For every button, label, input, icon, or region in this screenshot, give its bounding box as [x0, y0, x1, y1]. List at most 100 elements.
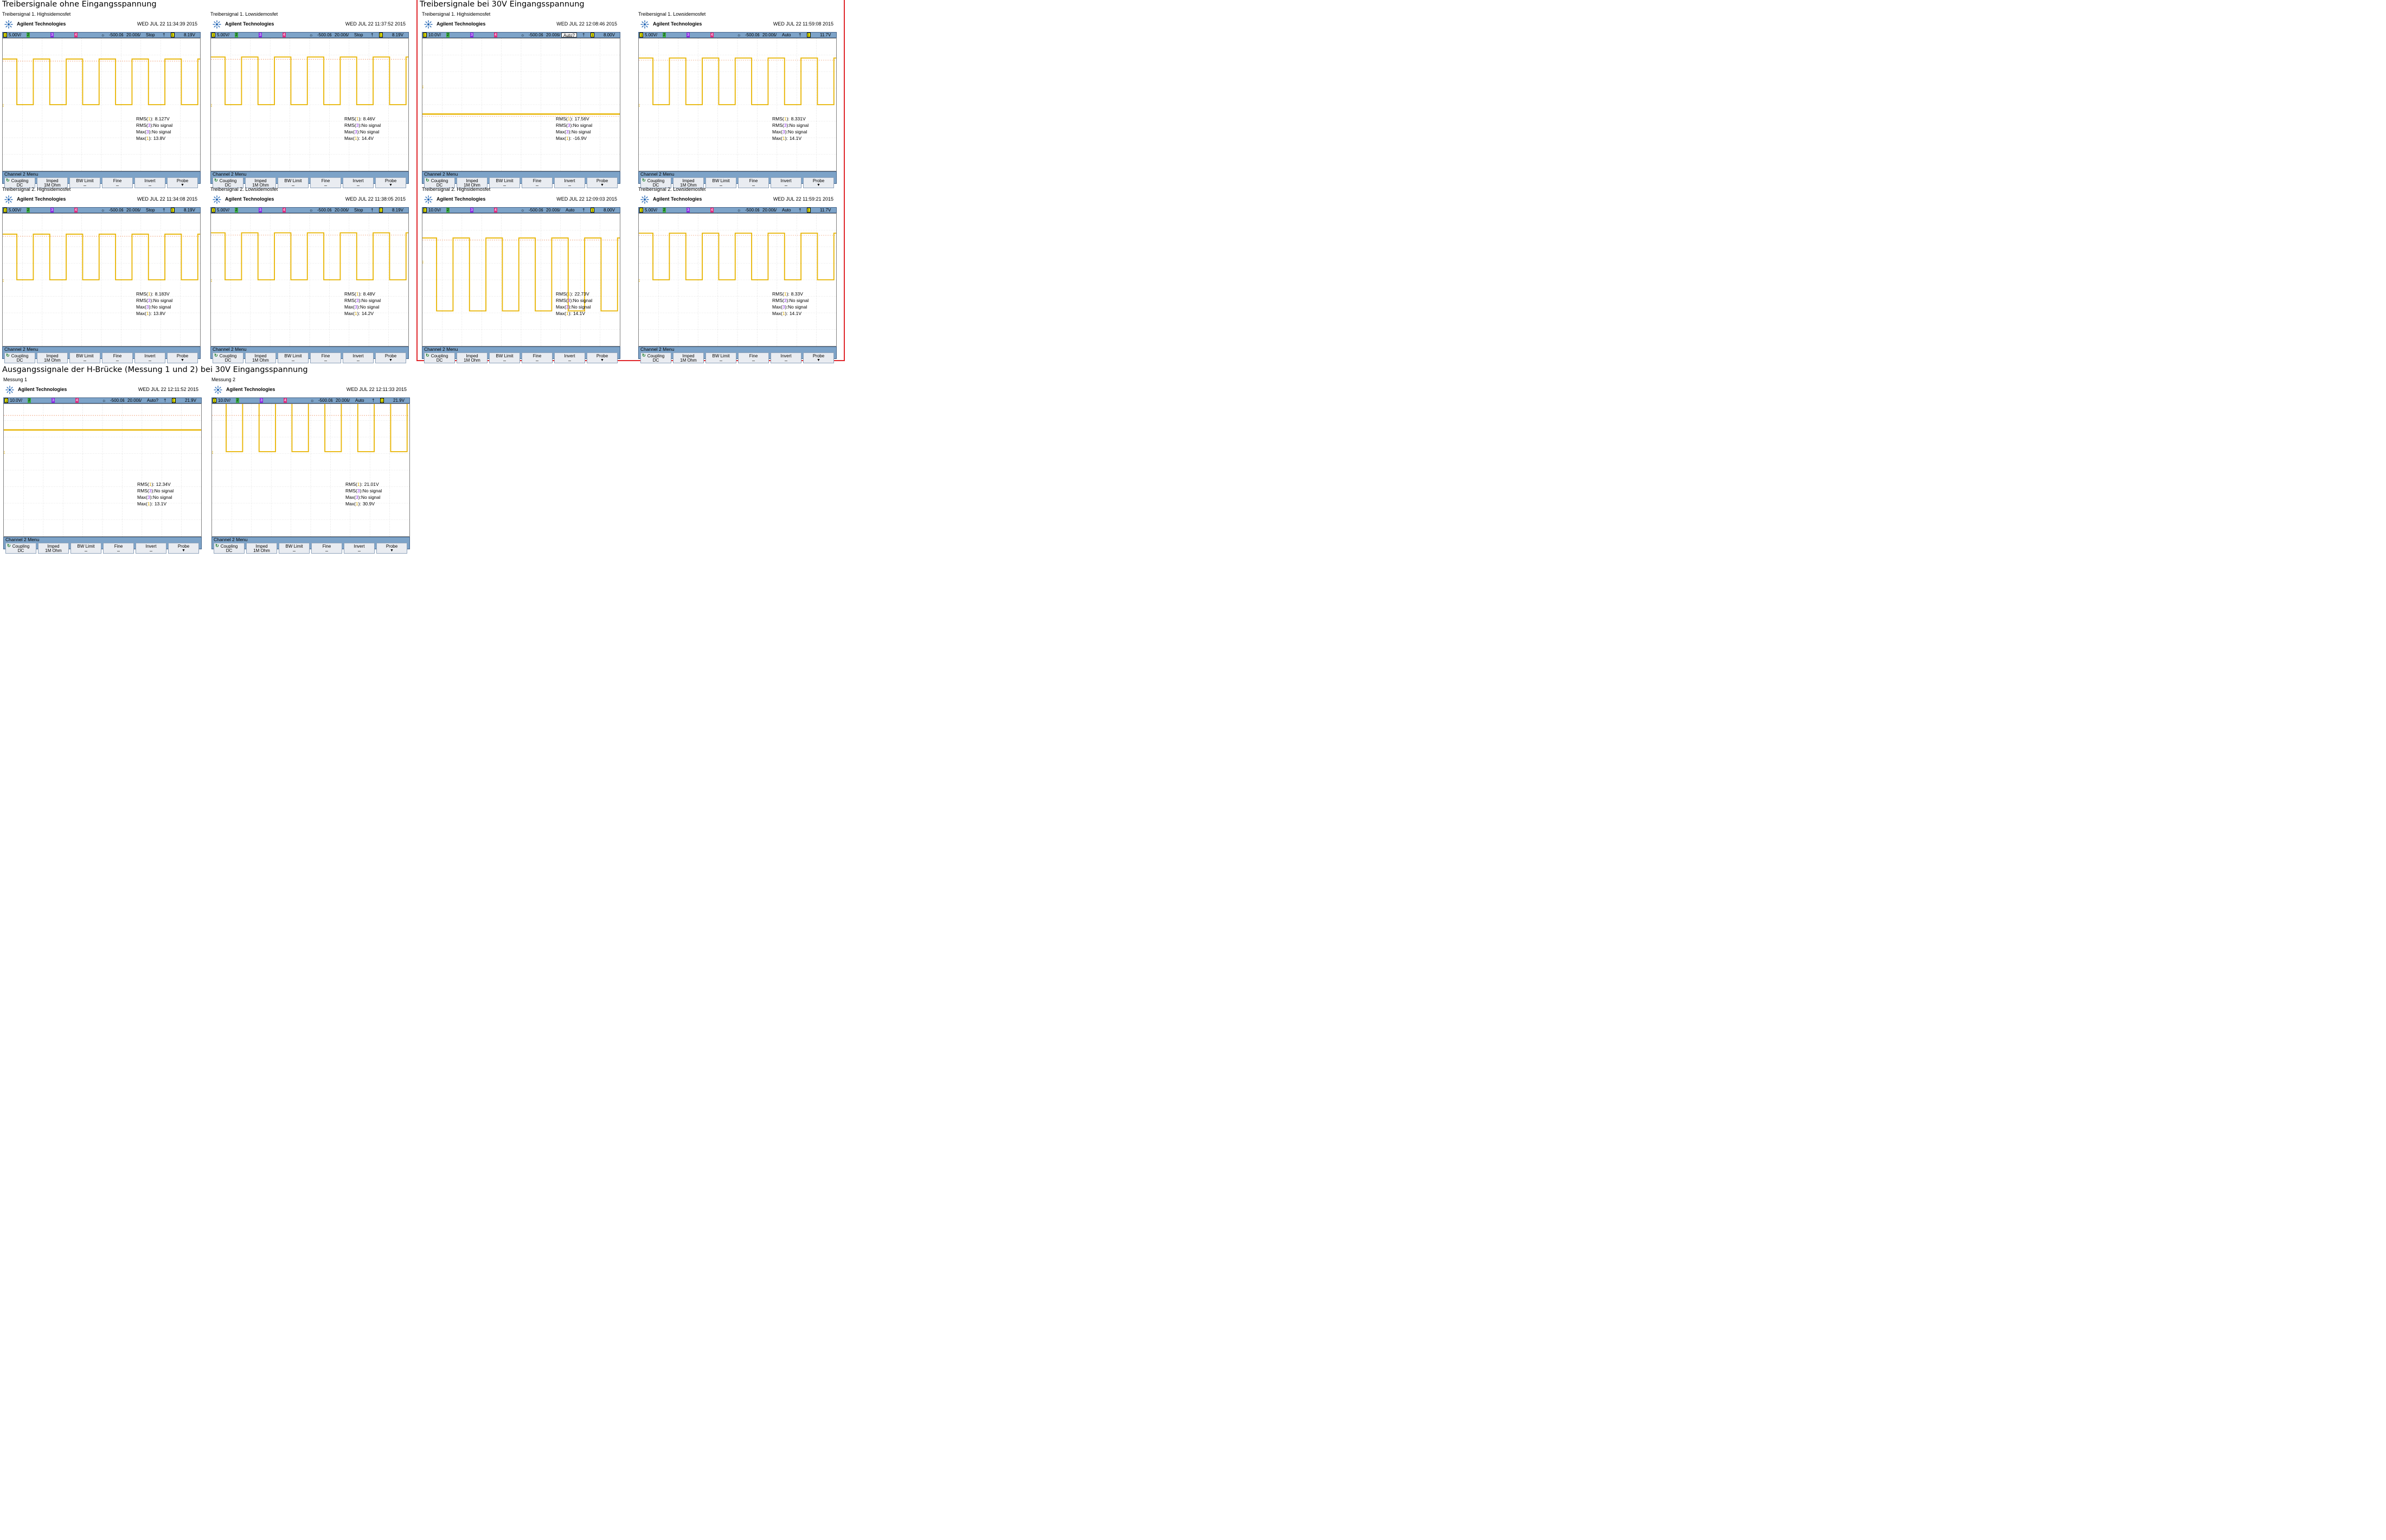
measurement-line: RMS(3):No signal	[772, 122, 809, 129]
impedance-button[interactable]: Imped 1M Ohm	[457, 352, 488, 363]
impedance-button[interactable]: Imped 1M Ohm	[245, 177, 276, 188]
bw-limit-button[interactable]: BW Limit	[278, 177, 309, 188]
trigger-source-indicator: 1	[591, 208, 594, 213]
coupling-button[interactable]: Coupling DC ↻	[213, 352, 243, 363]
meas-channel: 3	[355, 495, 358, 500]
button-label: Probe	[176, 178, 189, 183]
ground-marker: ↨	[211, 278, 213, 283]
cycle-icon: ↻	[642, 353, 646, 358]
measurement-line: Max(1): -16.9V	[556, 135, 592, 142]
fine-button[interactable]: Fine	[103, 543, 134, 554]
invert-button[interactable]: Invert	[136, 543, 166, 554]
ground-marker: ↨	[422, 259, 424, 264]
fine-button[interactable]: Fine	[738, 177, 769, 188]
impedance-button[interactable]: Imped 1M Ohm	[37, 177, 68, 188]
probe-button[interactable]: Probe ▼	[167, 177, 198, 188]
invert-button[interactable]: Invert	[134, 177, 165, 188]
bw-limit-button[interactable]: BW Limit	[69, 177, 100, 188]
coupling-button[interactable]: Coupling DC ↻	[640, 352, 671, 363]
agilent-spark-icon	[5, 386, 14, 394]
coupling-button[interactable]: Coupling DC ↻	[4, 177, 35, 188]
invert-button[interactable]: Invert	[343, 177, 374, 188]
invert-button[interactable]: Invert	[134, 352, 165, 363]
probe-button[interactable]: Probe ▼	[376, 543, 407, 554]
cycle-icon: ↻	[215, 543, 219, 548]
coupling-button[interactable]: Coupling DC ↻	[214, 543, 245, 554]
vertical-scale: 5.00V/	[645, 33, 658, 37]
impedance-button[interactable]: Imped 1M Ohm	[673, 177, 704, 188]
probe-button[interactable]: Probe ▼	[168, 543, 199, 554]
fine-button[interactable]: Fine	[738, 352, 769, 363]
invert-button[interactable]: Invert	[554, 177, 585, 188]
impedance-button[interactable]: Imped 1M Ohm	[37, 352, 68, 363]
waveform-trace	[3, 233, 200, 280]
channel-3-indicator: 3	[259, 208, 262, 213]
coupling-button[interactable]: Coupling DC ↻	[640, 177, 671, 188]
probe-button[interactable]: Probe ▼	[375, 177, 406, 188]
coupling-button[interactable]: Coupling DC ↻	[5, 543, 36, 554]
probe-button[interactable]: Probe ▼	[375, 352, 406, 363]
trigger-level: 11.7V	[820, 33, 831, 37]
bw-limit-button[interactable]: BW Limit	[278, 352, 309, 363]
graticule: ↨ RMS(1): 8.46V RMS(3):No signal Max(3):No s…	[210, 38, 409, 171]
timebase-readout: 20.00š/	[335, 33, 349, 37]
meas-value: 30.9V	[362, 501, 375, 506]
probe-button[interactable]: Probe ▼	[167, 352, 198, 363]
button-label: Fine	[113, 178, 122, 183]
invert-button[interactable]: Invert	[344, 543, 375, 554]
bw-limit-button[interactable]: BW Limit	[705, 177, 736, 188]
fine-button[interactable]: Fine	[310, 352, 341, 363]
impedance-button[interactable]: Imped 1M Ohm	[673, 352, 704, 363]
fine-button[interactable]: Fine	[311, 543, 342, 554]
channel-2-indicator: 2	[236, 398, 239, 403]
channel-1-indicator: 1	[4, 398, 8, 403]
fine-button[interactable]: Fine	[102, 352, 133, 363]
invert-button[interactable]: Invert	[771, 352, 801, 363]
checkbox-icon	[720, 184, 722, 186]
graticule: ↨ RMS(1): 8.48V RMS(3):No signal Max(3):No s…	[210, 213, 409, 347]
bw-limit-button[interactable]: BW Limit	[69, 352, 100, 363]
checkbox-icon	[536, 360, 538, 361]
bw-limit-button[interactable]: BW Limit	[489, 352, 520, 363]
brand-name: Agilent Technologies	[653, 196, 702, 202]
coupling-button[interactable]: Coupling DC ↻	[424, 177, 455, 188]
button-label: Fine	[533, 354, 542, 358]
meas-label: Max(	[345, 501, 356, 506]
invert-button[interactable]: Invert	[343, 352, 374, 363]
impedance-button[interactable]: Imped 1M Ohm	[246, 543, 277, 554]
coupling-button[interactable]: Coupling DC ↻	[213, 177, 243, 188]
probe-button[interactable]: Probe ▼	[587, 352, 618, 363]
trigger-slope-icon: †	[371, 33, 374, 37]
invert-button[interactable]: Invert	[771, 177, 801, 188]
trigger-slope-icon: †	[163, 33, 165, 37]
button-label: Fine	[114, 544, 123, 549]
impedance-button[interactable]: Imped 1M Ohm	[457, 177, 488, 188]
probe-button[interactable]: Probe ▼	[587, 177, 618, 188]
impedance-button[interactable]: Imped 1M Ohm	[38, 543, 69, 554]
coupling-button[interactable]: Coupling DC ↻	[4, 352, 35, 363]
vertical-scale: 10.0V/	[428, 33, 441, 37]
meas-channel: 3	[146, 304, 149, 310]
meas-sep: ):	[358, 123, 362, 128]
run-mode: Auto	[355, 398, 364, 403]
bw-limit-button[interactable]: BW Limit	[70, 543, 101, 554]
probe-button[interactable]: Probe ▼	[803, 177, 834, 188]
bw-limit-button[interactable]: BW Limit	[489, 177, 520, 188]
brand-name: Agilent Technologies	[17, 21, 66, 27]
fine-button[interactable]: Fine	[522, 352, 553, 363]
bw-limit-button[interactable]: BW Limit	[279, 543, 310, 554]
coupling-button[interactable]: Coupling DC ↻	[424, 352, 455, 363]
bw-limit-button[interactable]: BW Limit	[705, 352, 736, 363]
meas-channel: 1	[356, 291, 359, 297]
fine-button[interactable]: Fine	[310, 177, 341, 188]
invert-button[interactable]: Invert	[554, 352, 585, 363]
fine-button[interactable]: Fine	[102, 177, 133, 188]
agilent-spark-icon	[424, 195, 433, 204]
impedance-button[interactable]: Imped 1M Ohm	[245, 352, 276, 363]
probe-button[interactable]: Probe ▼	[803, 352, 834, 363]
meas-label: RMS(	[344, 298, 356, 303]
meas-label: Max(	[136, 129, 146, 134]
waveform-trace	[422, 237, 620, 312]
fine-button[interactable]: Fine	[522, 177, 553, 188]
meas-value: 14.4V	[361, 136, 374, 141]
